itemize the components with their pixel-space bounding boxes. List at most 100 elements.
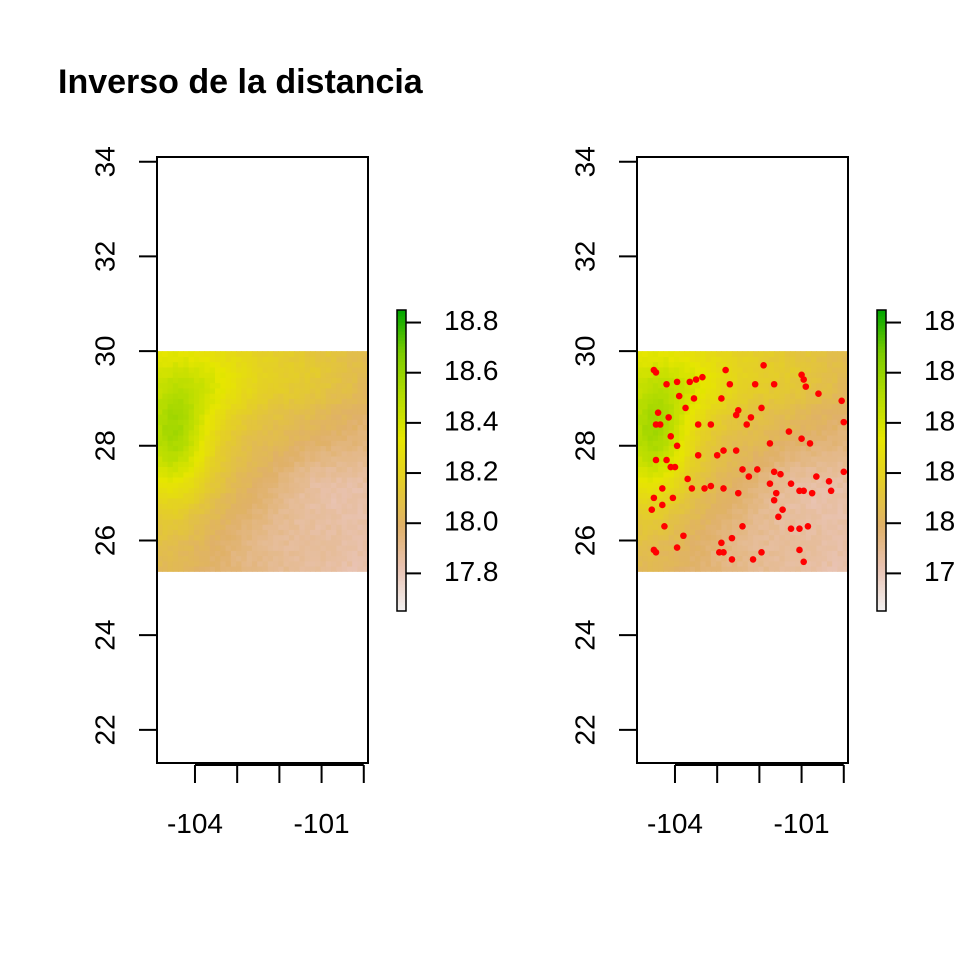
raster-cell <box>309 482 316 488</box>
colorbar-swatch <box>877 544 886 549</box>
raster-cell <box>246 455 253 462</box>
raster-cell <box>747 445 754 452</box>
raster-cell <box>299 434 306 441</box>
raster-cell <box>341 518 348 525</box>
raster-cell <box>215 351 221 357</box>
raster-cell <box>199 351 206 357</box>
raster-cell <box>262 503 269 509</box>
raster-cell <box>842 382 849 389</box>
raster-cell <box>278 408 285 415</box>
raster-cell <box>236 539 242 546</box>
raster-cell <box>225 382 232 389</box>
raster-cell <box>800 518 807 525</box>
raster-cell <box>747 440 754 447</box>
colorbar-swatch <box>397 325 406 329</box>
raster-cell <box>679 466 686 473</box>
raster-cell <box>737 372 744 378</box>
raster-cell <box>647 539 654 546</box>
raster-cell <box>230 466 237 473</box>
raster-cell <box>294 497 301 504</box>
raster-cell <box>826 445 833 452</box>
raster-cell <box>663 492 670 499</box>
raster-cell <box>157 450 163 457</box>
raster-cell <box>763 566 770 572</box>
raster-cell <box>309 497 316 504</box>
sample-point <box>798 435 805 442</box>
colorbar-swatch <box>877 370 886 374</box>
raster-cell <box>251 539 258 546</box>
raster-cell <box>800 550 807 557</box>
sample-point <box>840 418 848 426</box>
raster-cell <box>758 445 765 452</box>
raster-cell <box>637 356 643 363</box>
raster-cell <box>220 545 227 551</box>
raster-cell <box>695 466 701 473</box>
raster-cell <box>700 482 707 488</box>
raster-cell <box>721 372 728 378</box>
raster-cell <box>352 408 359 415</box>
raster-cell <box>816 461 823 468</box>
raster-cell <box>842 414 849 420</box>
raster-cell <box>273 450 279 457</box>
raster-cell <box>209 461 216 468</box>
raster-cell <box>341 429 348 436</box>
raster-cell <box>273 414 279 420</box>
colorbar-tick-label: 18 <box>924 506 955 537</box>
raster-cell <box>652 555 659 562</box>
raster-cell <box>826 398 833 405</box>
raster-cell <box>763 555 770 562</box>
raster-cell <box>716 524 722 530</box>
raster-cell <box>294 518 301 525</box>
raster-cell <box>779 482 786 488</box>
raster-cell <box>753 524 759 530</box>
raster-cell <box>789 366 796 373</box>
raster-cell <box>763 518 770 525</box>
raster-cell <box>341 534 348 541</box>
raster-cell <box>642 529 649 536</box>
raster-cell <box>167 398 174 405</box>
raster-cell <box>658 450 664 457</box>
colorbar-swatch <box>397 514 406 519</box>
raster-cell <box>209 482 216 488</box>
raster-cell <box>278 471 285 478</box>
raster-cell <box>331 560 337 567</box>
raster-cell <box>320 492 327 499</box>
raster-cell <box>246 550 253 557</box>
raster-cell <box>315 455 322 462</box>
raster-cell <box>768 351 775 357</box>
raster-cell <box>800 356 807 363</box>
raster-cell <box>679 518 686 525</box>
raster-cell <box>183 351 190 357</box>
colorbar-tick-label: 18.4 <box>444 405 499 436</box>
raster-cell <box>652 429 659 436</box>
raster-cell <box>742 377 749 384</box>
raster-cell <box>346 513 353 520</box>
raster-cell <box>178 529 184 536</box>
raster-cell <box>220 419 227 426</box>
raster-cell <box>262 351 269 357</box>
raster-cell <box>795 555 802 562</box>
raster-cell <box>257 356 264 363</box>
raster-cell <box>236 487 242 494</box>
raster-cell <box>679 566 686 572</box>
raster-cell <box>320 403 327 410</box>
raster-cell <box>737 508 744 515</box>
raster-cell <box>837 455 844 462</box>
raster-cell <box>789 356 796 363</box>
raster-cell <box>721 440 728 447</box>
raster-cell <box>315 450 322 457</box>
raster-cell <box>204 466 211 473</box>
raster-cell <box>673 482 680 488</box>
raster-cell <box>183 482 190 488</box>
raster-cell <box>789 513 796 520</box>
colorbar-swatch <box>877 505 886 510</box>
raster-cell <box>652 487 659 494</box>
raster-cell <box>204 492 211 499</box>
raster-cell <box>352 466 359 473</box>
raster-cell <box>789 518 796 525</box>
raster-cell <box>726 398 733 405</box>
raster-cell <box>225 545 232 551</box>
raster-cell <box>304 424 311 431</box>
raster-cell <box>700 497 707 504</box>
raster-cell <box>220 408 227 415</box>
